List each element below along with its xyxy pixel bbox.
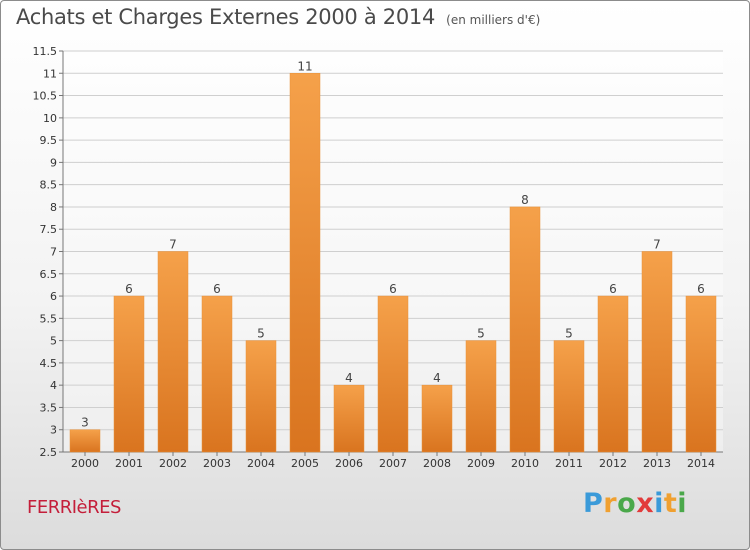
bar [113,295,145,453]
chart-title: Achats et Charges Externes 2000 à 2014 [16,5,436,29]
data-label: 5 [565,327,573,341]
x-tick-label: 2010 [511,457,539,470]
y-tick-label: 5.5 [40,312,58,325]
data-label: 6 [213,282,221,296]
x-tick-label: 2002 [159,457,187,470]
logo-letter: r [603,488,618,519]
bar [157,251,189,453]
bar [597,295,629,453]
y-tick-label: 6.5 [40,268,58,281]
title-row: Achats et Charges Externes 2000 à 2014 (… [16,5,540,29]
x-tick-label: 2007 [379,457,407,470]
bar [377,295,409,453]
bar [333,384,365,453]
x-tick-label: 2012 [599,457,627,470]
data-label: 6 [389,282,397,296]
y-tick-label: 2.5 [40,446,58,459]
y-tick-label: 8.5 [40,179,58,192]
data-label: 6 [697,282,705,296]
logo-letter: o [617,488,637,519]
bar [69,429,101,453]
data-label: 8 [521,193,529,207]
logo-letter: t [663,488,678,519]
x-tick-label: 2009 [467,457,495,470]
x-tick-label: 2013 [643,457,671,470]
x-tick-label: 2006 [335,457,363,470]
bar [201,295,233,453]
y-tick-label: 3.5 [40,401,58,414]
y-tick-label: 9 [50,156,57,169]
commune-name: FERRIèRES [27,497,121,518]
y-tick-label: 10 [43,112,57,125]
x-tick-label: 2003 [203,457,231,470]
bar [641,251,673,453]
data-label: 11 [297,59,312,73]
x-tick-label: 2014 [687,457,715,470]
x-tick-label: 2001 [115,457,143,470]
data-label: 7 [653,238,661,252]
data-label: 3 [81,416,89,430]
logo-letter: x [636,488,655,519]
chart-subtitle: (en milliers d'€) [446,13,541,27]
y-tick-label: 4.5 [40,357,58,370]
data-label: 4 [433,371,441,385]
y-tick-label: 8 [50,201,57,214]
data-label: 5 [477,327,485,341]
data-label: 4 [345,371,353,385]
bar [245,340,277,453]
y-tick-label: 6 [50,290,57,303]
x-tick-label: 2004 [247,457,275,470]
bar [685,295,717,453]
bar [465,340,497,453]
bar [509,206,541,453]
proxiti-logo: Proxiti [583,488,687,519]
bar [289,73,321,453]
y-tick-label: 10.5 [33,90,58,103]
logo-letter: i [654,488,664,519]
y-tick-label: 11 [43,67,57,80]
logo-letter: P [583,488,604,519]
y-tick-label: 4 [50,379,57,392]
y-tick-label: 7.5 [40,223,58,236]
data-label: 6 [609,282,617,296]
x-tick-label: 2008 [423,457,451,470]
logo-letter: i [677,488,688,519]
bar [421,384,453,453]
x-tick-label: 2011 [555,457,583,470]
data-label: 7 [169,238,177,252]
x-tick-label: 2005 [291,457,319,470]
x-tick-label: 2000 [71,457,99,470]
data-label: 5 [257,327,265,341]
y-tick-label: 5 [50,335,57,348]
y-tick-label: 9.5 [40,134,58,147]
y-tick-label: 11.5 [33,45,58,58]
y-tick-label: 7 [50,246,57,259]
data-label: 6 [125,282,133,296]
y-tick-label: 3 [50,424,57,437]
bar [553,340,585,453]
